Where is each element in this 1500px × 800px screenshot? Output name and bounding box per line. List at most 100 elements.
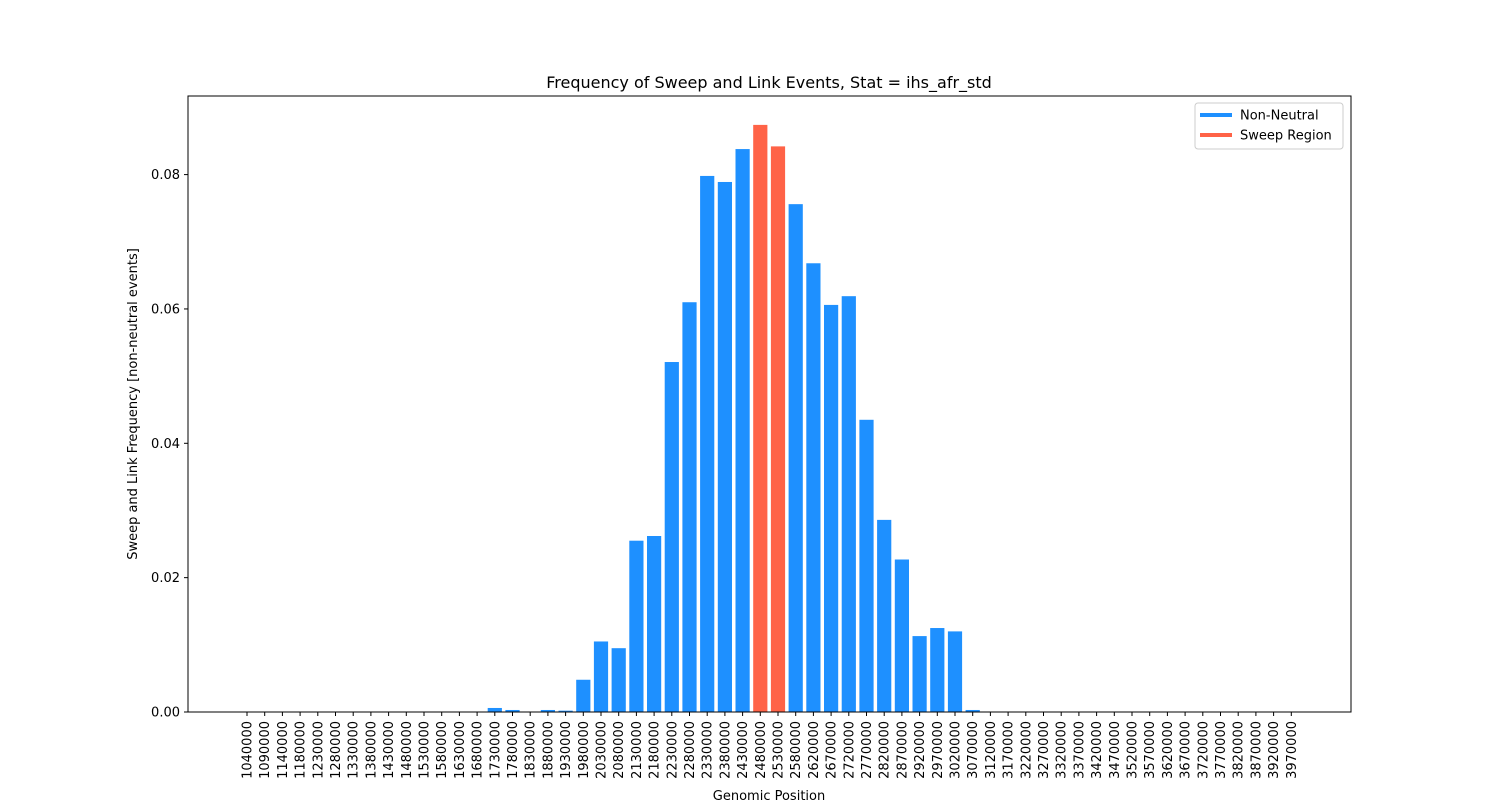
x-axis-title: Genomic Position [713,789,825,800]
x-tick-label: 2970000 [931,721,946,779]
x-tick-label: 3720000 [1196,721,1211,779]
x-tick-label: 1330000 [347,721,362,779]
bar-2330000 [700,175,715,712]
x-tick-label: 1530000 [418,721,433,779]
x-tick-label: 1680000 [471,721,486,779]
bar-2030000 [593,641,609,712]
bar-2620000 [806,263,821,712]
x-tick-label: 1780000 [506,721,521,779]
x-tick-label: 2670000 [825,721,840,779]
x-tick-label: 1830000 [524,721,539,779]
x-tick-label: 2130000 [630,721,645,779]
x-tick-label: 3770000 [1214,721,1229,779]
bar-2530000 [770,146,786,712]
x-tick-label: 2080000 [612,721,627,779]
x-tick-label: 3120000 [984,721,999,779]
bar-1730000 [487,707,502,712]
x-tick-label: 1880000 [541,721,556,779]
x-tick-label: 3670000 [1179,721,1194,779]
x-tick-label: 2330000 [701,721,716,779]
x-tick-label: 3220000 [1019,721,1034,779]
x-tick-label: 3170000 [1002,721,1017,779]
bar-2430000 [735,149,750,712]
bar-1880000 [540,709,555,712]
x-tick-label: 3370000 [1072,721,1087,779]
x-tick-label: 1430000 [382,721,397,779]
x-tick-label: 1480000 [400,721,415,779]
bar-3020000 [947,631,963,712]
x-tick-label: 3420000 [1090,721,1105,779]
bar-1780000 [505,709,520,712]
x-tick-label: 3970000 [1285,721,1300,779]
x-tick-label: 3570000 [1143,721,1158,779]
y-axis-title: Sweep and Link Frequency [non-neutral ev… [126,248,141,560]
x-tick-label: 1730000 [488,721,503,779]
legend-label: Non-Neutral [1240,109,1319,124]
x-tick-label: 3070000 [966,721,981,779]
x-tick-label: 1580000 [435,721,450,779]
x-tick-label: 2580000 [789,721,804,779]
plot-frame [187,95,1352,713]
x-tick-label: 2230000 [665,721,680,779]
x-tick-label: 2430000 [736,721,751,779]
x-axis: 1040000 1090000 1140000 1180000 1230000 12800… [241,712,1300,779]
x-tick-label: 1980000 [577,721,592,779]
x-tick-label: 2480000 [754,721,769,779]
bar-2670000 [824,304,839,712]
x-tick-label: 2620000 [807,721,822,779]
x-tick-label: 2920000 [913,721,928,779]
y-tick-label: 0.06 [151,302,180,317]
bar-2380000 [717,181,732,713]
bar-2480000 [753,124,768,712]
x-tick-label: 1380000 [364,721,379,779]
x-tick-label: 1930000 [559,721,574,779]
x-tick-label: 1230000 [311,721,326,779]
bar-2720000 [841,296,856,712]
bar-2870000 [894,559,909,712]
bar-2820000 [877,519,892,712]
x-tick-label: 1090000 [258,721,273,779]
x-tick-label: 2770000 [860,721,875,779]
x-tick-label: 3820000 [1232,721,1247,779]
bar-2770000 [859,419,874,712]
bar-3070000 [965,709,980,712]
x-tick-label: 3270000 [1037,721,1052,779]
x-tick-label: 2030000 [595,721,610,779]
x-tick-label: 1140000 [276,721,291,779]
x-tick-label: 2720000 [842,721,857,779]
y-tick-label: 0.04 [151,437,180,452]
chart-title: Frequency of Sweep and Link Events, Stat… [546,73,992,93]
x-tick-label: 2280000 [683,721,698,779]
bar-1930000 [558,710,573,712]
x-tick-label: 1040000 [241,721,256,779]
x-tick-label: 3320000 [1055,721,1070,779]
legend-label: Sweep Region [1240,129,1332,144]
x-tick-label: 2380000 [718,721,733,779]
x-tick-label: 1630000 [453,721,468,779]
bar-2920000 [912,636,927,712]
y-tick-label: 0.08 [151,168,180,183]
bar-2130000 [629,540,644,712]
bar-2580000 [788,204,803,712]
bar-2230000 [664,362,679,712]
x-tick-label: 1180000 [294,721,309,779]
legend: Non-Neutral Sweep Region [1194,102,1344,150]
bar-2970000 [930,628,945,712]
x-tick-label: 2180000 [648,721,663,779]
x-tick-label: 3470000 [1108,721,1123,779]
bar-2080000 [611,648,626,712]
y-axis: 0.00 0.02 0.04 0.06 0.08 [151,168,188,721]
x-tick-label: 3620000 [1161,721,1176,779]
y-tick-label: 0.00 [151,706,180,721]
x-tick-label: 1280000 [329,721,344,779]
x-tick-label: 3920000 [1267,721,1282,779]
y-tick-label: 0.02 [151,571,180,586]
bar-2180000 [647,536,662,712]
bar-1980000 [576,679,591,712]
x-tick-label: 3870000 [1249,721,1264,779]
x-tick-label: 2820000 [878,721,893,779]
x-tick-label: 2530000 [772,721,787,779]
bars-layer [487,124,980,713]
bar-2280000 [682,302,697,712]
